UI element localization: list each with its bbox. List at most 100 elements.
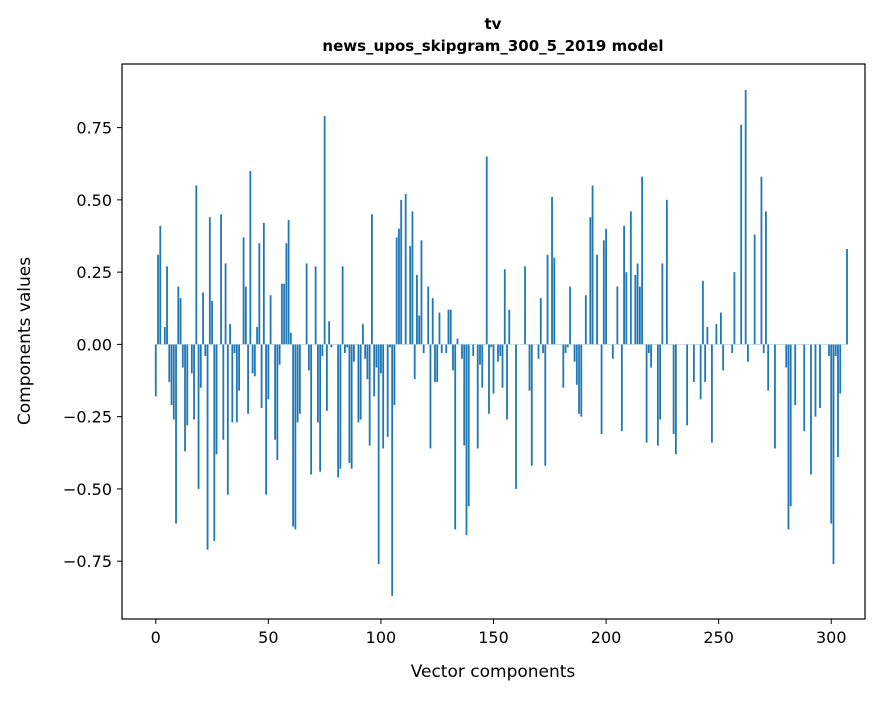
bar — [171, 344, 173, 405]
bar — [625, 272, 627, 344]
bar — [276, 344, 278, 460]
bar — [639, 287, 641, 345]
bar — [592, 185, 594, 344]
bar — [263, 223, 265, 344]
y-tick-label: −0.75 — [63, 552, 112, 571]
bar — [493, 344, 495, 393]
bar — [346, 344, 348, 347]
bar — [193, 344, 195, 419]
bar — [439, 313, 441, 345]
bar — [416, 275, 418, 344]
bar — [330, 344, 332, 347]
bar — [454, 344, 456, 529]
bar — [567, 344, 569, 347]
bar — [661, 263, 663, 344]
bar — [394, 344, 396, 405]
bar — [418, 315, 420, 344]
bar — [515, 344, 517, 489]
bar — [409, 246, 411, 344]
bar — [788, 344, 790, 529]
bar — [184, 344, 186, 451]
bar — [468, 344, 470, 506]
bar — [461, 344, 463, 358]
bar — [734, 272, 736, 344]
bar — [234, 344, 236, 353]
bar — [236, 344, 238, 422]
bar — [202, 292, 204, 344]
bar — [274, 344, 276, 439]
bar — [830, 344, 832, 523]
bar — [387, 344, 389, 437]
bar — [448, 310, 450, 345]
bar — [227, 344, 229, 494]
x-axis-label: Vector components — [411, 662, 576, 682]
bar — [551, 197, 553, 344]
bar — [238, 344, 240, 390]
bar — [324, 116, 326, 344]
bar — [445, 344, 447, 353]
bar — [819, 344, 821, 408]
bar — [369, 344, 371, 445]
bar — [308, 344, 310, 370]
bar — [182, 344, 184, 367]
bar — [634, 275, 636, 344]
bar — [839, 344, 841, 393]
bar — [256, 327, 258, 344]
bar — [373, 344, 375, 396]
bar — [362, 324, 364, 344]
y-tick-label: −0.25 — [63, 408, 112, 427]
bar — [623, 226, 625, 345]
bar — [195, 185, 197, 344]
bar — [326, 344, 328, 410]
bar — [531, 344, 533, 465]
bar — [659, 344, 661, 419]
bar — [405, 194, 407, 344]
bar — [693, 344, 695, 382]
bar — [828, 344, 830, 356]
bar — [351, 344, 353, 468]
bar — [367, 344, 369, 379]
bar — [360, 344, 362, 419]
bar — [168, 344, 170, 382]
bar — [837, 344, 839, 457]
bar — [477, 344, 479, 448]
bar — [164, 327, 166, 344]
bar — [231, 344, 233, 422]
bar — [576, 344, 578, 384]
bar — [754, 235, 756, 345]
bar — [200, 344, 202, 387]
bar — [265, 344, 267, 494]
bar — [353, 344, 355, 361]
bar — [267, 344, 269, 399]
bar — [247, 344, 249, 413]
bar — [497, 344, 499, 361]
bar — [310, 344, 312, 474]
bar — [245, 287, 247, 345]
bar — [175, 344, 177, 523]
bar — [421, 240, 423, 344]
x-tick-label: 200 — [591, 628, 622, 647]
bar — [700, 344, 702, 399]
bar — [612, 344, 614, 358]
bar — [767, 344, 769, 390]
bar — [722, 344, 724, 370]
bar — [616, 287, 618, 345]
bar — [337, 344, 339, 477]
bar — [432, 298, 434, 344]
y-tick-label: −0.50 — [63, 480, 112, 499]
x-tick-label: 250 — [703, 628, 734, 647]
bar — [155, 344, 157, 396]
bar — [292, 344, 294, 526]
bar — [702, 281, 704, 345]
bar — [675, 344, 677, 454]
bar — [686, 344, 688, 425]
bar — [673, 344, 675, 434]
bar — [243, 237, 245, 344]
bar — [504, 269, 506, 344]
bar — [569, 287, 571, 345]
bar — [306, 263, 308, 344]
bar — [589, 217, 591, 344]
bar — [774, 344, 776, 448]
bar — [666, 200, 668, 345]
bar — [472, 344, 474, 356]
